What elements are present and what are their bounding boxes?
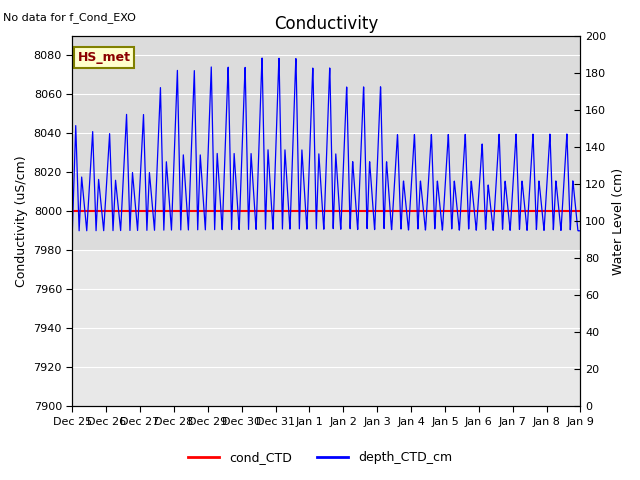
Y-axis label: Conductivity (uS/cm): Conductivity (uS/cm) bbox=[15, 155, 28, 287]
Title: Conductivity: Conductivity bbox=[275, 15, 378, 33]
Bar bbox=[72, 250, 580, 406]
Legend: cond_CTD, depth_CTD_cm: cond_CTD, depth_CTD_cm bbox=[183, 446, 457, 469]
Bar bbox=[72, 36, 580, 250]
Y-axis label: Water Level (cm): Water Level (cm) bbox=[612, 168, 625, 275]
Text: No data for f_Cond_EXO: No data for f_Cond_EXO bbox=[3, 12, 136, 23]
Text: HS_met: HS_met bbox=[77, 51, 131, 64]
